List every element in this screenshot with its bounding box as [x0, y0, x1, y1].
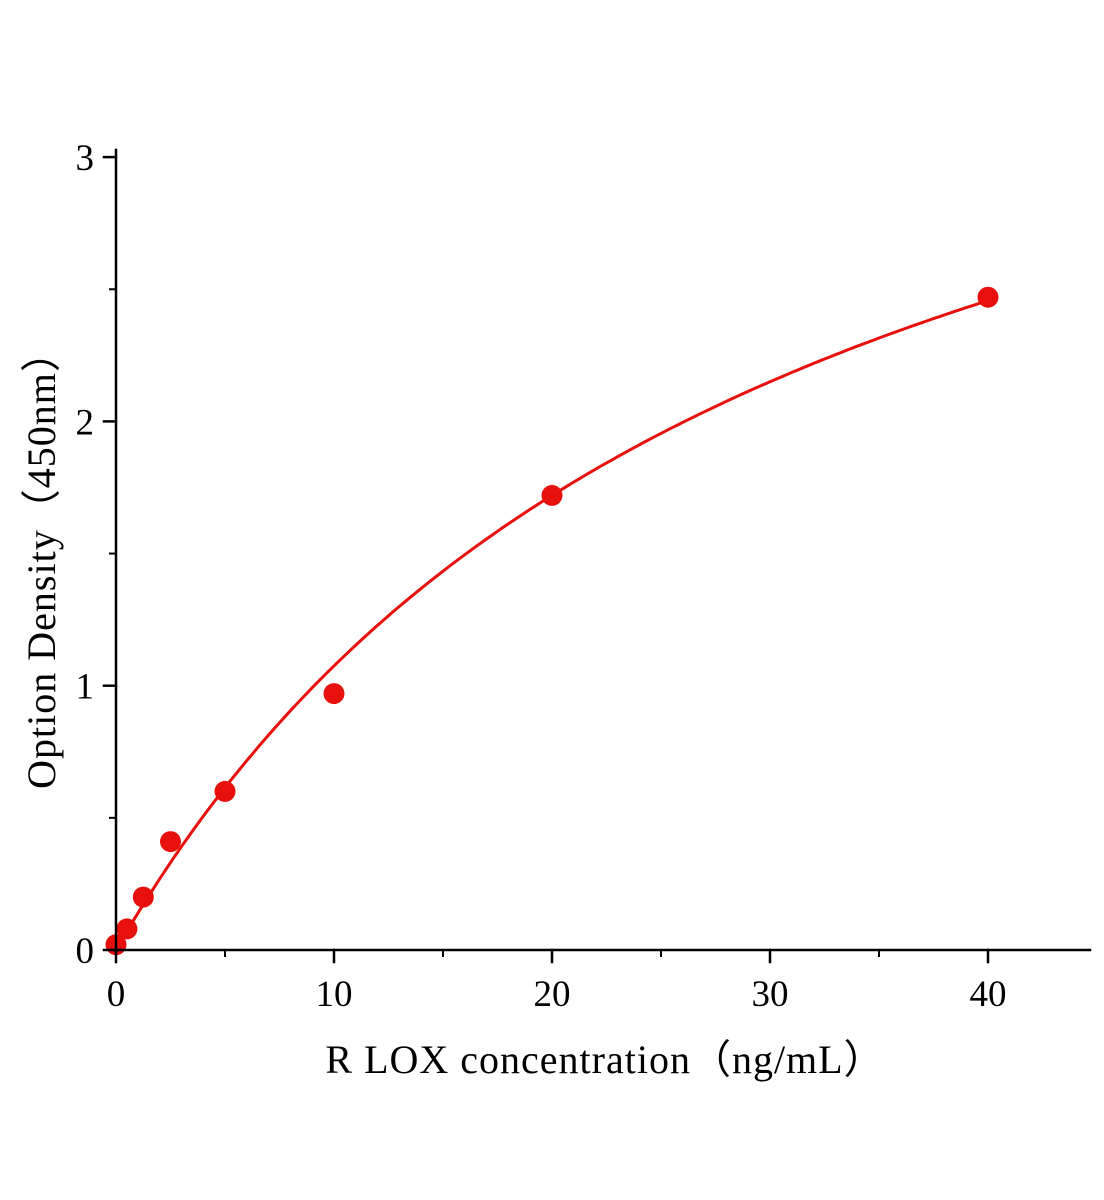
- axes: [102, 148, 1092, 964]
- data-points: [105, 286, 999, 956]
- y-tick-label: 3: [76, 138, 95, 179]
- x-tick-label: 30: [752, 974, 789, 1015]
- x-tick-label: 40: [970, 974, 1007, 1015]
- x-axis-title: R LOX concentration（ng/mL）: [325, 1037, 885, 1082]
- y-tick-label: 2: [76, 402, 95, 443]
- data-point: [323, 683, 345, 705]
- x-tick-label: 10: [316, 974, 353, 1015]
- y-tick-label: 0: [76, 931, 95, 972]
- y-axis-title: Option Density（450nm）: [19, 331, 64, 789]
- data-point: [977, 286, 999, 308]
- data-point: [541, 484, 563, 506]
- y-tick-label: 1: [76, 667, 95, 708]
- fit-curve: [114, 299, 990, 952]
- data-point: [160, 831, 181, 853]
- x-tick-label: 0: [107, 974, 126, 1015]
- data-point: [116, 918, 138, 940]
- data-point: [214, 780, 236, 802]
- data-point: [132, 886, 154, 908]
- x-tick-label: 20: [534, 974, 571, 1015]
